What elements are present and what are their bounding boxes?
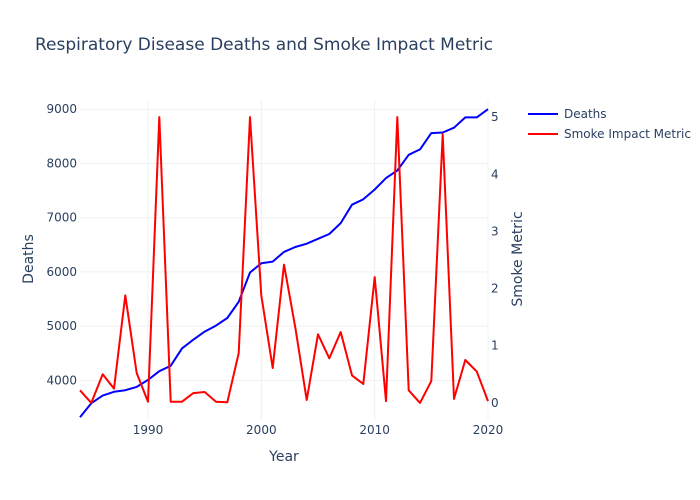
chart-title: Respiratory Disease Deaths and Smoke Imp…: [35, 35, 493, 55]
x-tick-label: 1990: [133, 423, 164, 437]
y2-tick-label: 3: [491, 224, 499, 238]
y2-tick-label: 2: [491, 282, 499, 296]
legend-label-deaths: Deaths: [564, 107, 607, 121]
y-tick-label: 4000: [46, 373, 77, 387]
y-tick-label: 6000: [46, 265, 77, 279]
x-axis-title: Year: [268, 449, 299, 465]
y-tick-labels: 4000 5000 6000 7000 8000 9000: [46, 102, 77, 387]
y-tick-label: 9000: [46, 102, 77, 116]
x-tick-labels: 1990 2000 2010 2020: [133, 423, 504, 437]
y-axis-title: Deaths: [21, 234, 37, 284]
series-layer: [79, 108, 489, 418]
y2-tick-label: 0: [491, 396, 499, 410]
y-tick-label: 7000: [46, 211, 77, 225]
series-line-smoke-impact-metric: [79, 116, 489, 404]
x-tick-label: 2020: [473, 423, 504, 437]
legend: Deaths Smoke Impact Metric: [528, 107, 691, 141]
y-tick-label: 5000: [46, 319, 77, 333]
series-line-deaths: [79, 108, 489, 418]
legend-label-smoke-impact-metric: Smoke Impact Metric: [564, 127, 691, 141]
x-tick-label: 2010: [359, 423, 390, 437]
x-tick-label: 2000: [246, 423, 277, 437]
y2-tick-label: 4: [491, 167, 499, 181]
y2-tick-label: 5: [491, 110, 499, 124]
y2-axis-title: Smoke Metric: [510, 211, 526, 306]
grid-layer: [80, 100, 489, 420]
y2-tick-labels: 0 1 2 3 4 5: [491, 110, 499, 410]
y2-tick-label: 1: [491, 339, 499, 353]
y-tick-label: 8000: [46, 156, 77, 170]
